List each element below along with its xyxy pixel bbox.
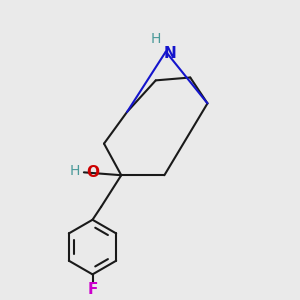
Text: N: N — [164, 46, 176, 61]
Text: H: H — [70, 164, 80, 178]
Text: F: F — [87, 282, 98, 297]
Text: O: O — [86, 165, 99, 180]
Text: H: H — [151, 32, 161, 46]
